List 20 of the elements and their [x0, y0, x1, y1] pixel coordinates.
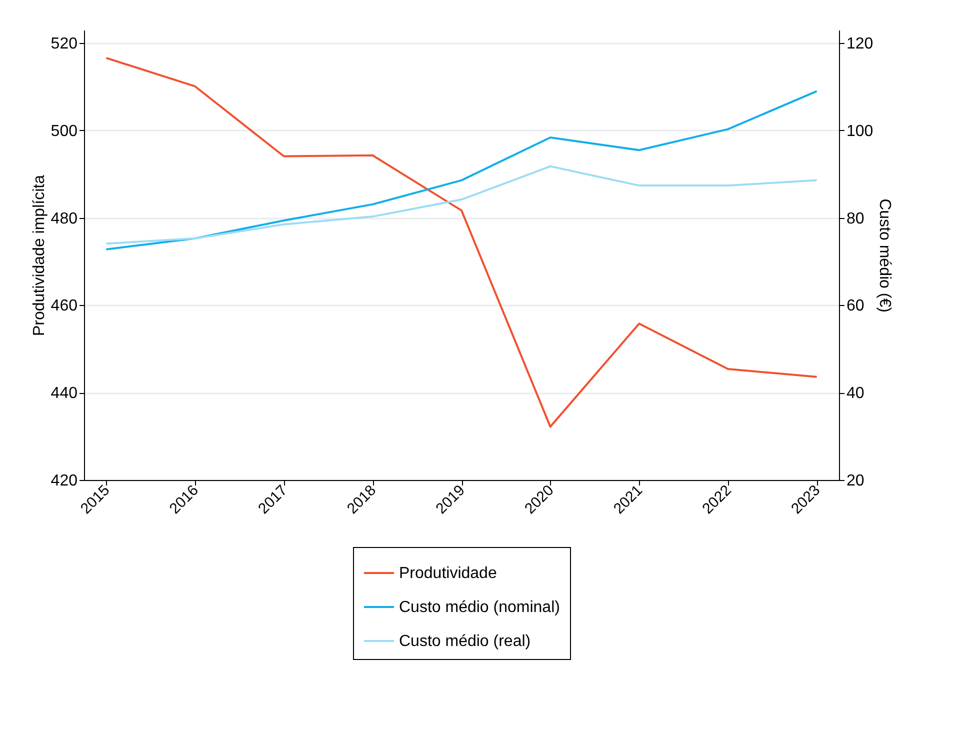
y2-tick-label: 100 [846, 122, 874, 140]
y-tick-label: 500 [50, 122, 78, 140]
legend-label: Produtividade [399, 565, 497, 582]
line-series [105, 90, 818, 250]
line-series [105, 56, 818, 428]
y2-tick-label: 80 [846, 210, 864, 228]
y2-tick-label: 40 [846, 385, 864, 402]
y-axis-title: Produtividade implícita [30, 174, 48, 336]
legend-label: Custo médio (nominal) [399, 599, 560, 616]
y2-axis-title: Custo médio (€) [876, 198, 894, 312]
y2-tick-label: 20 [846, 472, 864, 490]
y-tick-label: 440 [50, 385, 78, 402]
legend-label: Custo médio (real) [399, 633, 531, 650]
y2-tick-label: 60 [846, 298, 864, 315]
y-tick-label: 420 [50, 472, 78, 490]
y-tick-label: 460 [50, 298, 78, 315]
y2-tick-label: 120 [846, 36, 874, 53]
y-tick-label: 480 [50, 210, 78, 228]
y-tick-label: 520 [50, 36, 78, 53]
line-series [105, 165, 818, 245]
